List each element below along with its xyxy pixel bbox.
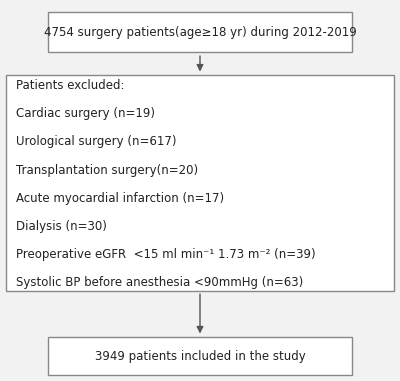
Text: 3949 patients included in the study: 3949 patients included in the study	[95, 350, 305, 363]
Text: Acute myocardial infarction (n=17): Acute myocardial infarction (n=17)	[16, 192, 224, 205]
Text: Dialysis (n=30): Dialysis (n=30)	[16, 219, 107, 232]
FancyBboxPatch shape	[6, 75, 394, 290]
Text: Transplantation surgery(n=20): Transplantation surgery(n=20)	[16, 163, 198, 176]
FancyBboxPatch shape	[48, 337, 352, 375]
Text: Cardiac surgery (n=19): Cardiac surgery (n=19)	[16, 107, 155, 120]
Text: Preoperative eGFR  <15 ml min⁻¹ 1.73 m⁻² (n=39): Preoperative eGFR <15 ml min⁻¹ 1.73 m⁻² …	[16, 248, 316, 261]
Text: 4754 surgery patients(age≥18 yr) during 2012-2019: 4754 surgery patients(age≥18 yr) during …	[44, 26, 356, 39]
Text: Systolic BP before anesthesia <90mmHg (n=63): Systolic BP before anesthesia <90mmHg (n…	[16, 275, 303, 289]
FancyBboxPatch shape	[48, 12, 352, 52]
Text: Urological surgery (n=617): Urological surgery (n=617)	[16, 136, 176, 149]
Text: Patients excluded:: Patients excluded:	[16, 79, 124, 93]
